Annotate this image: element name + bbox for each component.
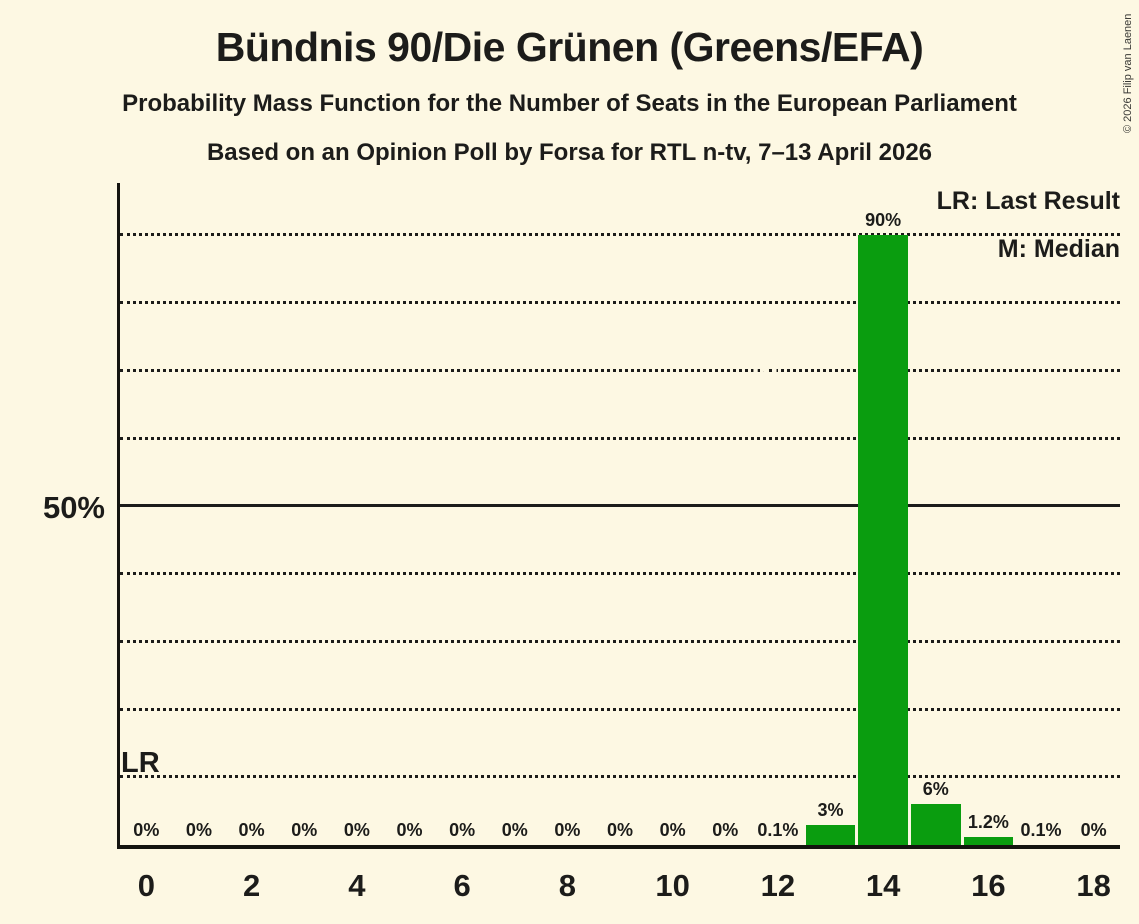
gridline-50pct-solid [120, 504, 1120, 508]
x-tick-label-18: 18 [1076, 868, 1111, 903]
bar-value-label-seat-13: 3% [817, 799, 844, 820]
gridline-30pct [120, 639, 1120, 643]
bar-slot-seat-8: 0% [541, 183, 594, 845]
bar-slot-seat-10: 0% [646, 183, 699, 845]
x-tick-label-6: 6 [453, 868, 471, 903]
gridline-90pct [120, 233, 1120, 237]
legend-median: M: Median [997, 235, 1120, 263]
bar-value-label-seat-5: 0% [396, 820, 423, 840]
x-tick-label-0: 0 [137, 868, 155, 903]
bar-value-label-seat-17: 0.1% [1020, 820, 1062, 840]
bar-slot-seat-17: 0.1% [1015, 183, 1068, 845]
bar-slot-seat-16: 1.2% [962, 183, 1015, 845]
bar-value-label-seat-15: 6% [922, 779, 949, 800]
gridline-80pct [120, 301, 1120, 304]
chart-subtitle: Probability Mass Function for the Number… [122, 90, 1017, 117]
chart-title: Bündnis 90/Die Grünen (Greens/EFA) [215, 24, 924, 70]
bar-value-label-seat-2: 0% [238, 820, 265, 840]
bar-slot-seat-15: 6% [909, 183, 962, 845]
x-tick-label-4: 4 [348, 868, 366, 903]
bar-slot-seat-18: 0% [1067, 183, 1120, 845]
x-tick-label-2: 2 [242, 868, 261, 903]
x-tick-label-10: 10 [655, 868, 690, 903]
bar-slot-seat-12: 0.1% [752, 183, 805, 845]
x-tick-label-14: 14 [865, 868, 901, 903]
median-marker: M [751, 342, 779, 379]
bar-slot-seat-3: 0% [278, 183, 331, 845]
gridline-20pct [120, 707, 1120, 711]
gridline-70pct [120, 368, 1120, 372]
bar-slot-seat-0: 0% [120, 183, 173, 845]
bar-slot-seat-1: 0% [173, 183, 226, 845]
bar-slot-seat-14: 90% [857, 183, 910, 845]
bar-value-label-seat-4: 0% [343, 820, 370, 840]
bar-value-label-seat-7: 0% [501, 820, 528, 840]
bar-slot-seat-6: 0% [436, 183, 489, 845]
bar-value-label-seat-8: 0% [554, 820, 581, 840]
bar-value-label-seat-6: 0% [449, 820, 476, 840]
bar-value-label-seat-18: 0% [1080, 820, 1107, 840]
bar-seat-14 [858, 235, 908, 845]
x-tick-label-12: 12 [760, 868, 796, 903]
x-tick-label-8: 8 [558, 868, 576, 903]
bar-slot-seat-7: 0% [488, 183, 541, 845]
bar-slot-seat-4: 0% [331, 183, 384, 845]
legend-last-result: LR: Last Result [936, 187, 1120, 215]
x-tick-label-16: 16 [971, 868, 1006, 903]
bar-seat-15 [910, 804, 961, 845]
gridline-10pct [120, 775, 1120, 779]
bar-slot-seat-13: 3% [804, 183, 857, 845]
gridline-40pct [120, 572, 1120, 575]
chart-source-line: Based on an Opinion Poll by Forsa for RT… [206, 139, 933, 166]
bar-value-label-seat-1: 0% [185, 820, 212, 840]
bar-value-label-seat-11: 0% [712, 820, 739, 840]
gridline-60pct [120, 436, 1120, 440]
bar-seat-16 [963, 836, 1014, 845]
last-result-marker-label: LR [121, 747, 160, 779]
bar-value-label-seat-14: 90% [865, 210, 902, 231]
y-axis-50pct-label: 50% [42, 490, 105, 525]
bar-slot-seat-2: 0% [225, 183, 278, 845]
bar-slot-seat-11: 0% [699, 183, 752, 845]
bar-value-label-seat-10: 0% [659, 820, 686, 840]
bar-value-label-seat-16: 1.2% [967, 811, 1009, 832]
bar-value-label-seat-3: 0% [291, 820, 318, 840]
plot-area: 0% 0% 0% 0% 0% 0% 0% 0% 0% 0% 0% 0% 0.1% 3% 90% 6% 1.2% 0… [117, 183, 1120, 849]
bar-seat-13 [805, 824, 856, 845]
bar-value-label-seat-12: 0.1% [757, 820, 799, 840]
bar-slot-seat-9: 0% [594, 183, 647, 845]
bar-value-label-seat-9: 0% [606, 820, 633, 840]
bar-value-label-seat-0: 0% [133, 820, 160, 840]
bar-slot-seat-5: 0% [383, 183, 436, 845]
